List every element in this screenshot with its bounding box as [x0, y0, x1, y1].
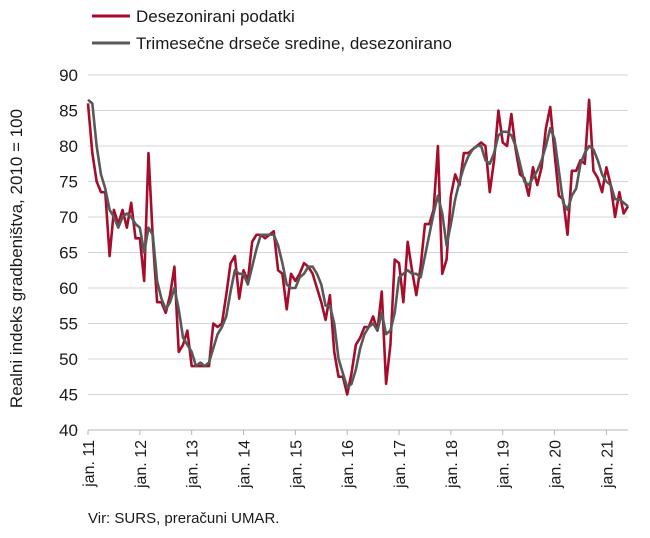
x-tick-label: jan. 12	[133, 440, 150, 489]
series-line-seasonally-adjusted	[86, 98, 630, 396]
legend-label-moving-average: Trimesečne drseče sredine, desezonirano	[136, 34, 452, 53]
y-tick-label: 75	[59, 173, 78, 192]
x-tick-label: jan. 14	[237, 440, 254, 489]
x-tick-label: jan. 16	[340, 440, 357, 489]
y-tick-label: 80	[59, 137, 78, 156]
series-line-moving-average	[87, 98, 629, 389]
y-tick-label: 65	[59, 244, 78, 263]
x-tick-label: jan. 20	[548, 440, 565, 489]
y-tick-label: 50	[59, 350, 78, 369]
y-tick-label: 90	[59, 66, 78, 85]
x-tick-label: jan. 18	[444, 440, 461, 489]
source-note: Vir: SURS, preračuni UMAR.	[88, 510, 280, 527]
x-axis-ticks: jan. 11 jan. 12 jan. 13 jan. 14 jan. 15 jan. …	[81, 430, 616, 489]
x-tick-label: jan. 11	[81, 440, 98, 488]
y-tick-label: 60	[59, 279, 78, 298]
gridlines	[88, 74, 628, 395]
y-tick-label: 70	[59, 208, 78, 227]
y-tick-label: 55	[59, 315, 78, 334]
y-axis-label: Realni indeks gradbeništva, 2010 = 100	[7, 109, 26, 408]
y-tick-label: 45	[59, 386, 78, 405]
x-tick-label: jan. 17	[392, 440, 409, 489]
x-tick-label: jan. 21	[599, 440, 616, 489]
y-tick-label: 40	[59, 421, 78, 440]
legend-label-seasonally-adjusted: Desezonirani podatki	[136, 7, 295, 26]
x-tick-label: jan. 15	[288, 440, 305, 489]
x-tick-label: jan. 13	[185, 440, 202, 489]
x-tick-label: jan. 19	[496, 440, 513, 489]
legend: Desezonirani podatki Trimesečne drseče s…	[92, 7, 452, 53]
series-lines	[86, 98, 630, 396]
y-tick-label: 85	[59, 102, 78, 121]
y-axis-ticks: 40 45 50 55 60 65 70 75 80 85 90	[59, 66, 78, 440]
